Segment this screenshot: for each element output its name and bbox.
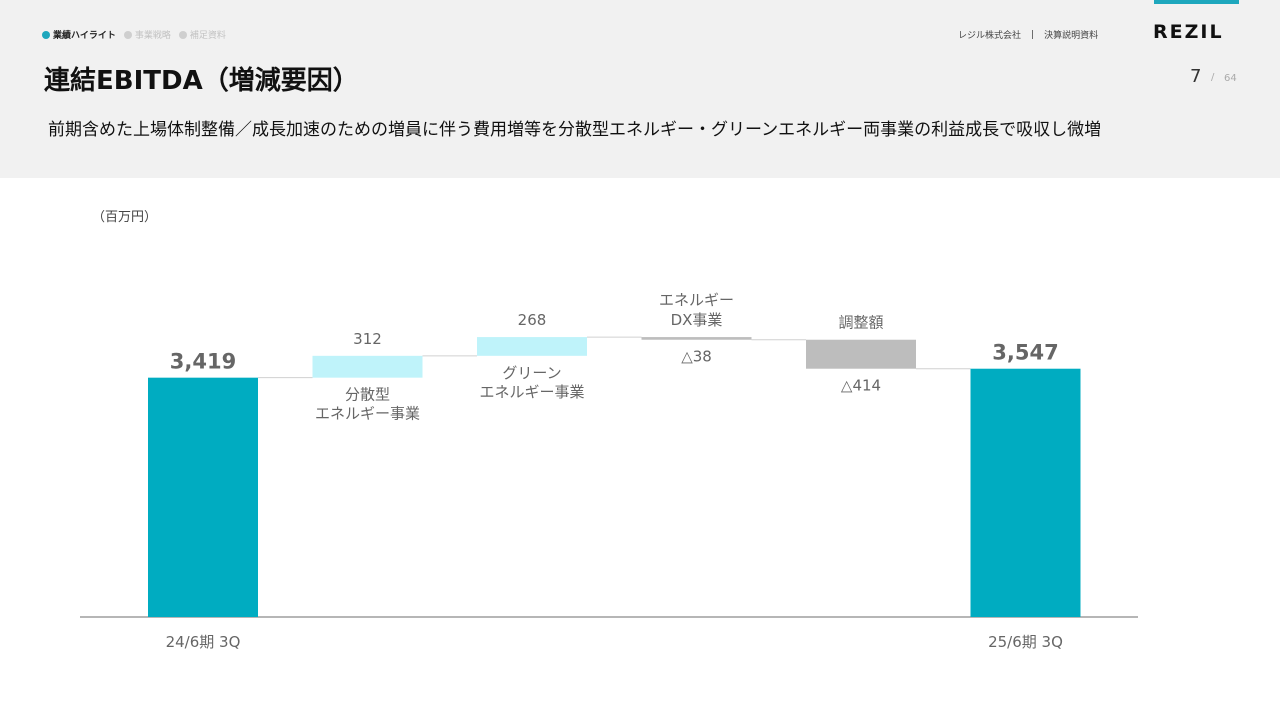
section-nav: 業績ハイライト 事業戦略 補足資料	[42, 28, 234, 41]
bar-total	[148, 377, 258, 617]
category-label: 調整額	[838, 314, 883, 332]
value-label: 268	[518, 311, 547, 329]
page-number: 7	[1190, 66, 1202, 87]
nav-item-label: 事業戦略	[134, 31, 171, 41]
document-name: 決算説明資料	[1044, 31, 1099, 41]
page-title: 連結EBITDA（増減要因）	[44, 66, 359, 96]
rezil-logo: REZIL	[1153, 21, 1224, 43]
category-label: エネルギー事業	[479, 383, 584, 401]
category-label: エネルギー事業	[315, 405, 420, 423]
nav-dot-icon	[42, 30, 50, 39]
total-value-label: 3,419	[170, 350, 236, 374]
company-separator: |	[1031, 29, 1035, 40]
bar-total	[970, 368, 1081, 617]
unit-label: （百万円）	[92, 210, 158, 225]
bar-decrease	[641, 337, 752, 340]
company-name: レジル株式会社	[958, 31, 1022, 41]
nav-dot-icon	[123, 30, 132, 39]
bar-decrease	[806, 339, 916, 369]
page-total: 64	[1224, 73, 1237, 84]
category-label: グリーン	[502, 364, 561, 382]
value-label: △414	[841, 377, 881, 395]
x-axis-label: 25/6期 3Q	[988, 633, 1063, 651]
accent-bar	[1154, 0, 1239, 4]
nav-item-label: 業績ハイライト	[53, 31, 116, 41]
page-subtitle: 前期含めた上場体制整備／成長加速のための増員に伴う費用増等を分散型エネルギー・グ…	[48, 120, 1102, 140]
company-info: レジル株式会社 | 決算説明資料	[958, 28, 1099, 42]
nav-item-highlights[interactable]: 業績ハイライト	[42, 28, 116, 41]
category-label: 分散型	[345, 386, 390, 404]
value-label: △38	[681, 348, 712, 366]
x-axis-label: 24/6期 3Q	[166, 633, 241, 651]
page-separator: /	[1211, 72, 1215, 83]
bar-increase	[477, 337, 587, 356]
category-label: DX事業	[671, 311, 723, 329]
nav-item-label: 補足資料	[189, 31, 226, 41]
bar-increase	[312, 355, 423, 378]
header-band	[0, 0, 1280, 178]
total-value-label: 3,547	[992, 341, 1058, 365]
nav-dot-icon	[178, 30, 187, 39]
category-label: エネルギー	[659, 291, 734, 309]
value-label: 312	[353, 330, 382, 348]
nav-item-strategy[interactable]: 事業戦略	[123, 28, 171, 41]
nav-item-appendix[interactable]: 補足資料	[178, 28, 226, 41]
